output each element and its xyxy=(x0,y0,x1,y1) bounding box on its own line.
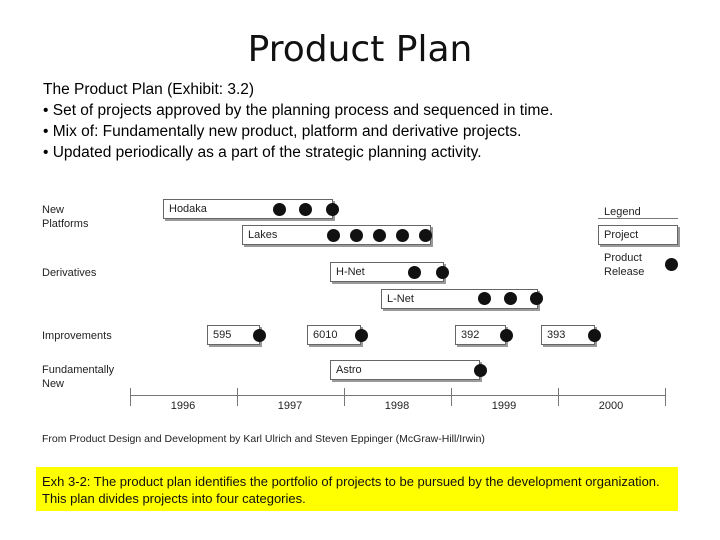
axis-tick xyxy=(451,388,452,406)
axis-tick xyxy=(344,388,345,406)
legend-project-swatch: Project xyxy=(598,225,678,245)
bullet-item: • Set of projects approved by the planni… xyxy=(43,102,554,119)
year-label: 1996 xyxy=(170,400,196,412)
release-dot xyxy=(478,292,491,305)
time-axis xyxy=(130,395,665,396)
project-bar-6010: 6010 xyxy=(307,325,361,345)
year-label: 1997 xyxy=(277,400,303,412)
release-dot xyxy=(355,329,368,342)
project-bar-lnet: L-Net xyxy=(381,289,538,309)
product-plan-diagram: New Platforms Derivatives Improvements F… xyxy=(0,190,720,450)
axis-tick xyxy=(130,388,131,406)
row-label-improvements: Improvements xyxy=(42,330,112,342)
year-label: 1998 xyxy=(384,400,410,412)
row-label-new-platforms: New Platforms xyxy=(42,204,89,230)
axis-tick xyxy=(558,388,559,406)
bullet-heading: The Product Plan (Exhibit: 3.2) xyxy=(43,81,255,98)
bullet-list: The Product Plan (Exhibit: 3.2) • Set of… xyxy=(43,79,553,163)
release-dot xyxy=(474,364,487,377)
caption-box: Exh 3-2: The product plan identifies the… xyxy=(36,467,678,511)
project-bar-392: 392 xyxy=(455,325,506,345)
release-dot xyxy=(530,292,543,305)
axis-tick xyxy=(237,388,238,406)
project-bar-hodaka: Hodaka xyxy=(163,199,333,219)
year-label: 1999 xyxy=(491,400,517,412)
page-title: Product Plan xyxy=(247,29,473,70)
legend-release-label: Product Release xyxy=(604,252,645,278)
release-dot xyxy=(408,266,421,279)
project-bar-astro: Astro xyxy=(330,360,480,380)
release-dot xyxy=(299,203,312,216)
release-dot xyxy=(588,329,601,342)
legend-title: Legend xyxy=(604,206,641,218)
source-citation: From Product Design and Development by K… xyxy=(42,433,485,445)
release-dot xyxy=(253,329,266,342)
project-bar-hnet: H-Net xyxy=(330,262,444,282)
year-label: 2000 xyxy=(598,400,624,412)
release-dot xyxy=(396,229,409,242)
project-bar-393: 393 xyxy=(541,325,595,345)
bullet-item: • Updated periodically as a part of the … xyxy=(43,144,482,161)
release-dot xyxy=(500,329,513,342)
release-dot xyxy=(326,203,339,216)
axis-tick xyxy=(665,388,666,406)
release-dot xyxy=(350,229,363,242)
release-dot xyxy=(504,292,517,305)
release-dot xyxy=(436,266,449,279)
row-label-derivatives: Derivatives xyxy=(42,267,97,279)
legend-divider xyxy=(598,218,678,219)
row-label-fundamentally-new: Fundamentally New xyxy=(42,364,115,390)
bullet-item: • Mix of: Fundamentally new product, pla… xyxy=(43,123,522,140)
release-dot xyxy=(327,229,340,242)
legend-release-dot xyxy=(665,258,678,271)
release-dot xyxy=(373,229,386,242)
release-dot xyxy=(273,203,286,216)
release-dot xyxy=(419,229,432,242)
